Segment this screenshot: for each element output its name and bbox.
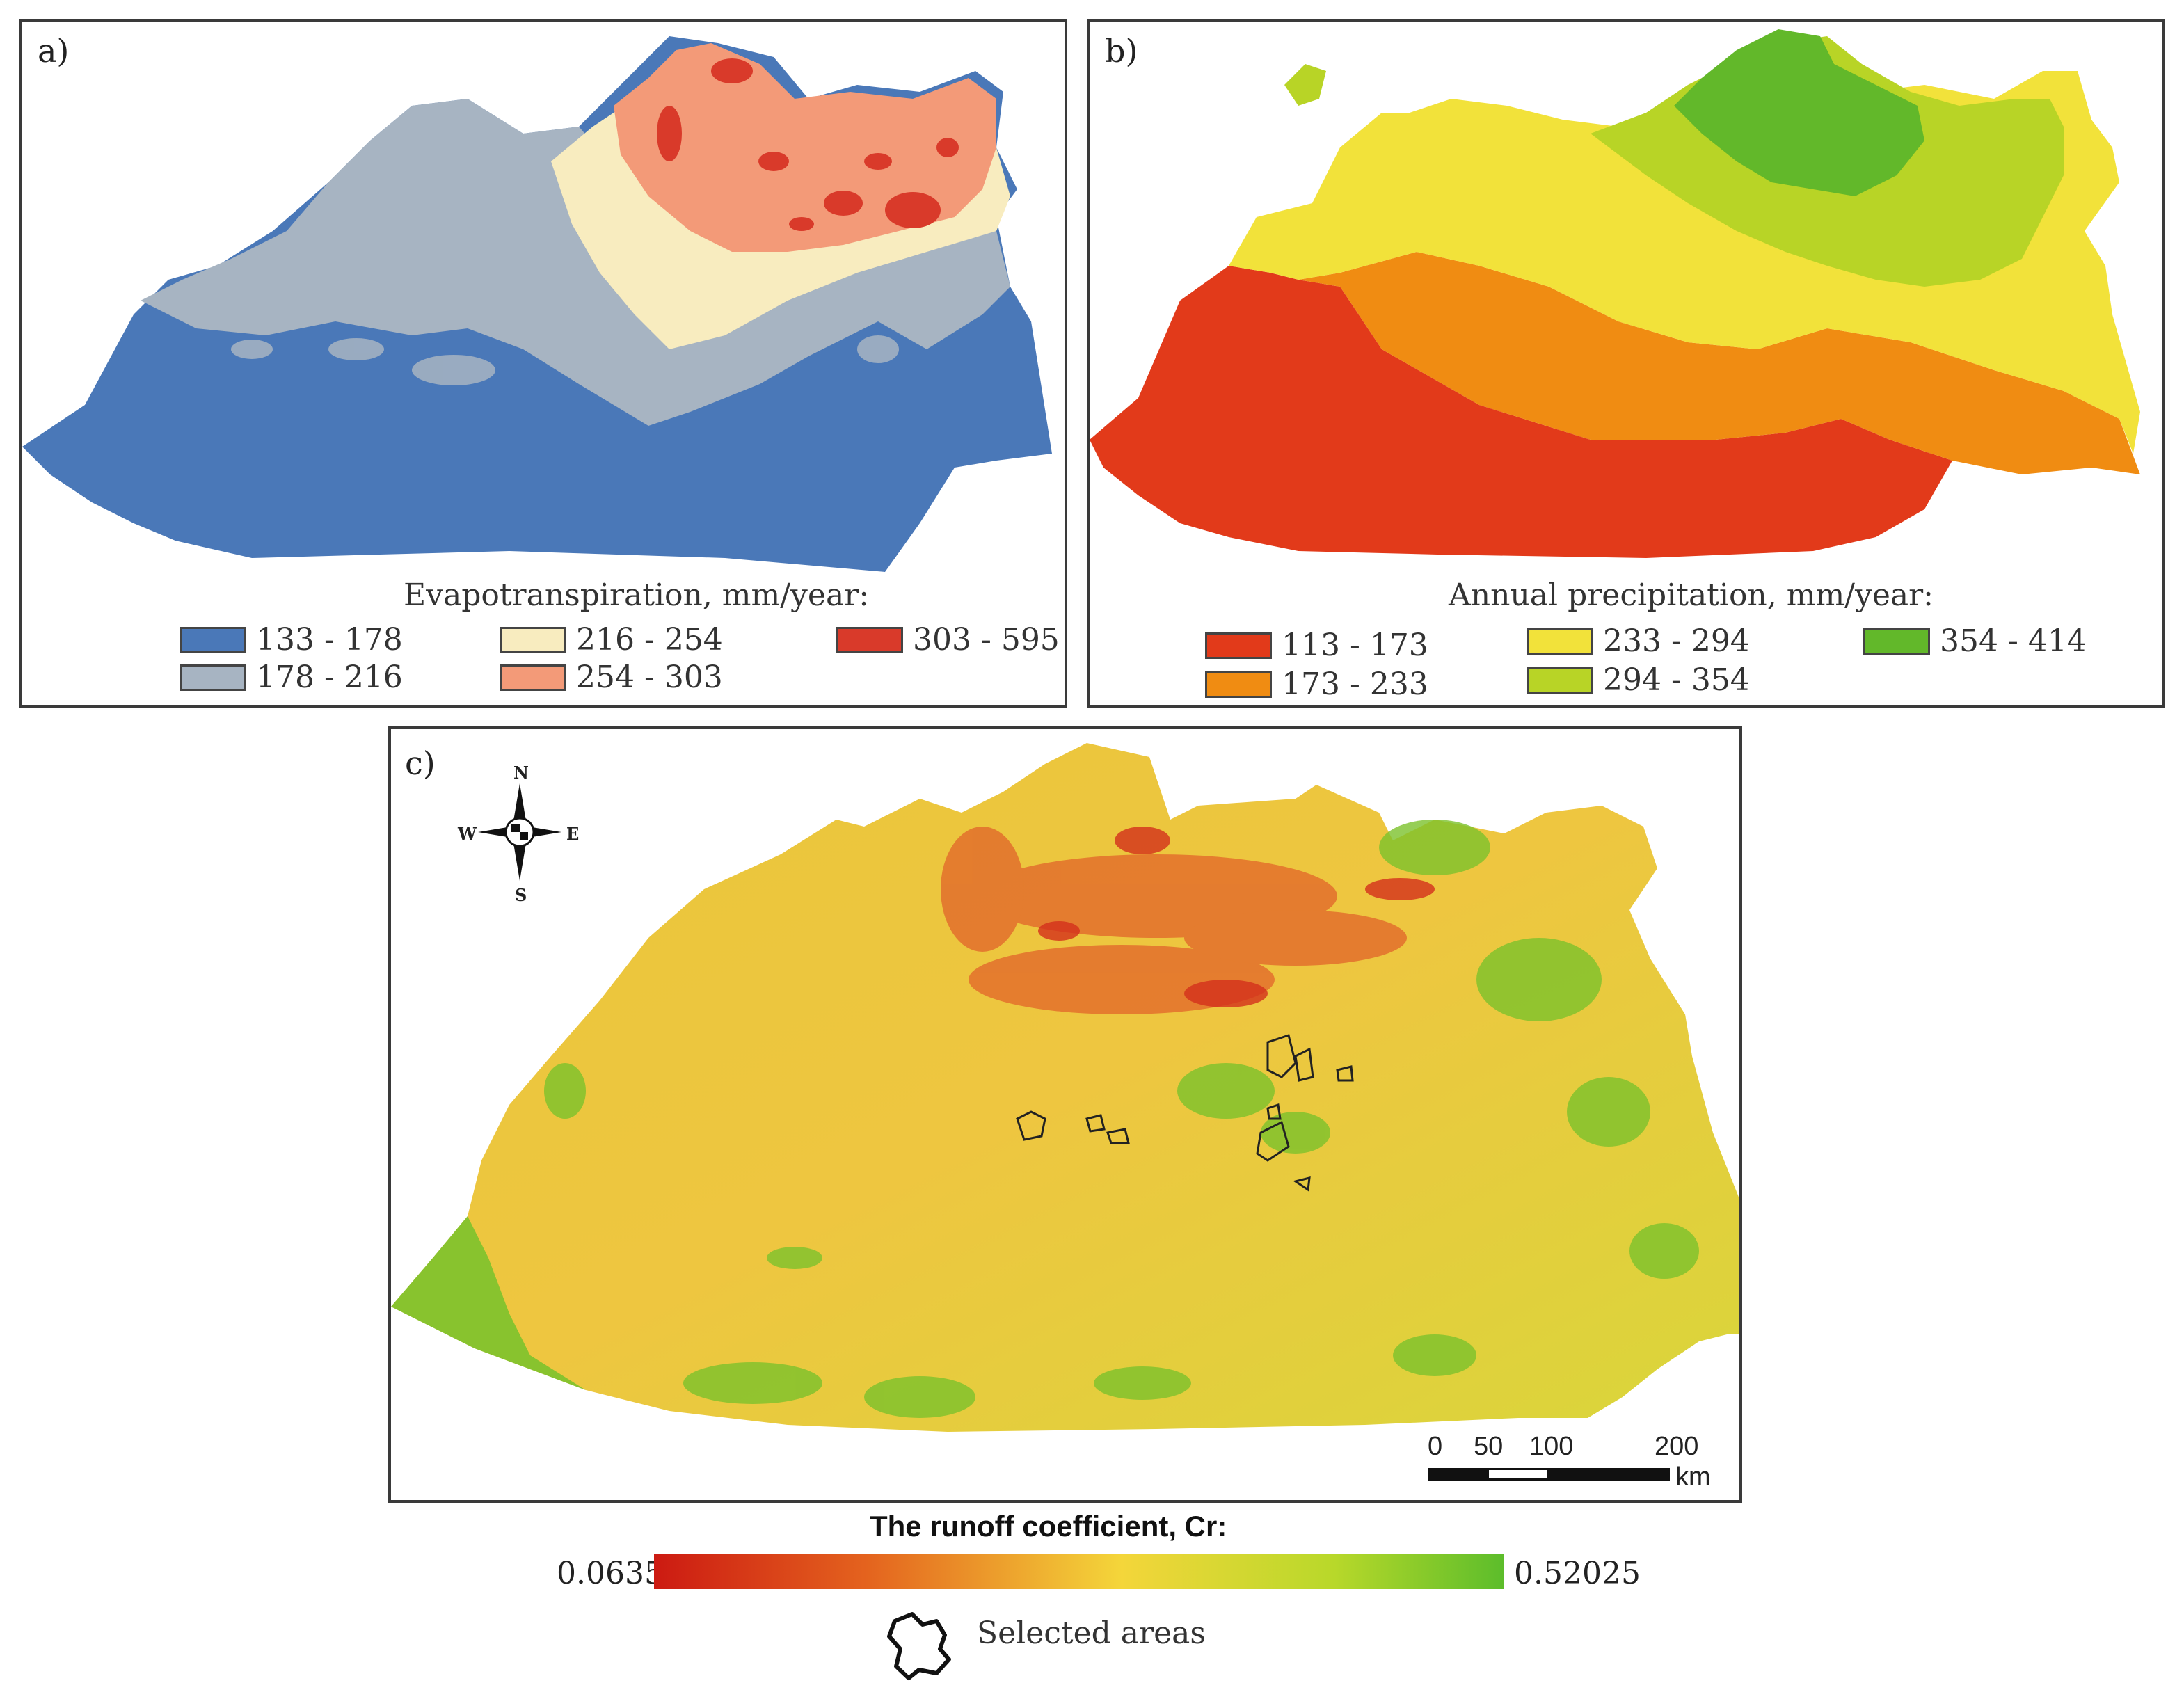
panel-c-runoff-coefficient: c) <box>388 726 1742 1503</box>
legend-a-item-2: 178 - 216 <box>180 660 403 695</box>
legend-b-item-2: 173 - 233 <box>1205 667 1428 702</box>
colorbar-title: The runoff coefficient, Cr: <box>870 1510 1227 1542</box>
region-p-113-173 <box>1090 266 1952 558</box>
compass-west: W <box>458 824 477 844</box>
evapotranspiration-map <box>22 36 1052 572</box>
compass-south: S <box>515 885 527 905</box>
legend-a-title: Evapotranspiration, mm/year: <box>404 577 870 613</box>
colorbar-max-label: 0.52025 <box>1514 1556 1641 1591</box>
legend-b-item-1: 113 - 173 <box>1205 628 1428 663</box>
panel-b-precipitation: b) Annual precipitation, mm/year: 113 - … <box>1087 19 2165 708</box>
runoff-coefficient-map <box>391 743 1739 1432</box>
selected-areas-label: Selected areas <box>977 1616 1206 1651</box>
colorbar <box>654 1554 1504 1589</box>
study-region <box>391 743 1739 1432</box>
legend-b-swatch-2 <box>1205 671 1272 698</box>
scale-bar: 0 50 100 200 km <box>1428 1432 1711 1492</box>
legend-b-swatch-1 <box>1205 632 1272 659</box>
selected-area-outline-icon <box>887 1612 951 1680</box>
compass-icon <box>478 783 561 881</box>
legend-b-item-3: 233 - 294 <box>1527 623 1750 659</box>
green-west-area <box>391 1216 586 1390</box>
legend-b-swatch-3 <box>1527 628 1593 655</box>
colorbar-min-label: 0.0635 <box>557 1556 664 1591</box>
legend-a-item-3: 216 - 254 <box>500 622 723 657</box>
legend-b-title: Annual precipitation, mm/year: <box>1449 577 1934 613</box>
legend-a-item-1: 133 - 178 <box>180 622 403 657</box>
compass-north: N <box>513 763 529 783</box>
legend-b-swatch-4 <box>1527 667 1593 694</box>
region-et-303-595 <box>657 58 959 231</box>
legend-b-swatch-5 <box>1863 628 1930 655</box>
legend-a-item-4: 254 - 303 <box>500 660 723 695</box>
precipitation-map <box>1090 29 2140 558</box>
panel-b-label: b) <box>1105 32 1138 70</box>
panel-a-label: a) <box>38 32 70 70</box>
scale-unit: km <box>1675 1462 1711 1492</box>
legend-b-item-4: 294 - 354 <box>1527 662 1750 698</box>
legend-a-swatch-1 <box>180 626 246 653</box>
compass-rose: N S W E <box>458 763 580 905</box>
legend-a-item-5: 303 - 595 <box>836 622 1060 657</box>
panel-c-label: c) <box>405 744 436 782</box>
region-p-354-414 <box>1674 29 1924 196</box>
legend-b-item-5: 354 - 414 <box>1863 623 2087 659</box>
legend-a-swatch-4 <box>500 664 566 691</box>
legend-a-swatch-2 <box>180 664 246 691</box>
selected-areas <box>1016 1034 1354 1192</box>
legend-a-swatch-5 <box>836 626 903 653</box>
panel-a-evapotranspiration: a) Evapotranspiration, mm/year: <box>19 19 1067 708</box>
legend-a-swatch-3 <box>500 626 566 653</box>
compass-east: E <box>566 824 580 844</box>
region-p-173-233 <box>1298 252 2140 474</box>
high-runoff-patches <box>544 820 1699 1418</box>
region-et-178-216 <box>141 99 1010 426</box>
